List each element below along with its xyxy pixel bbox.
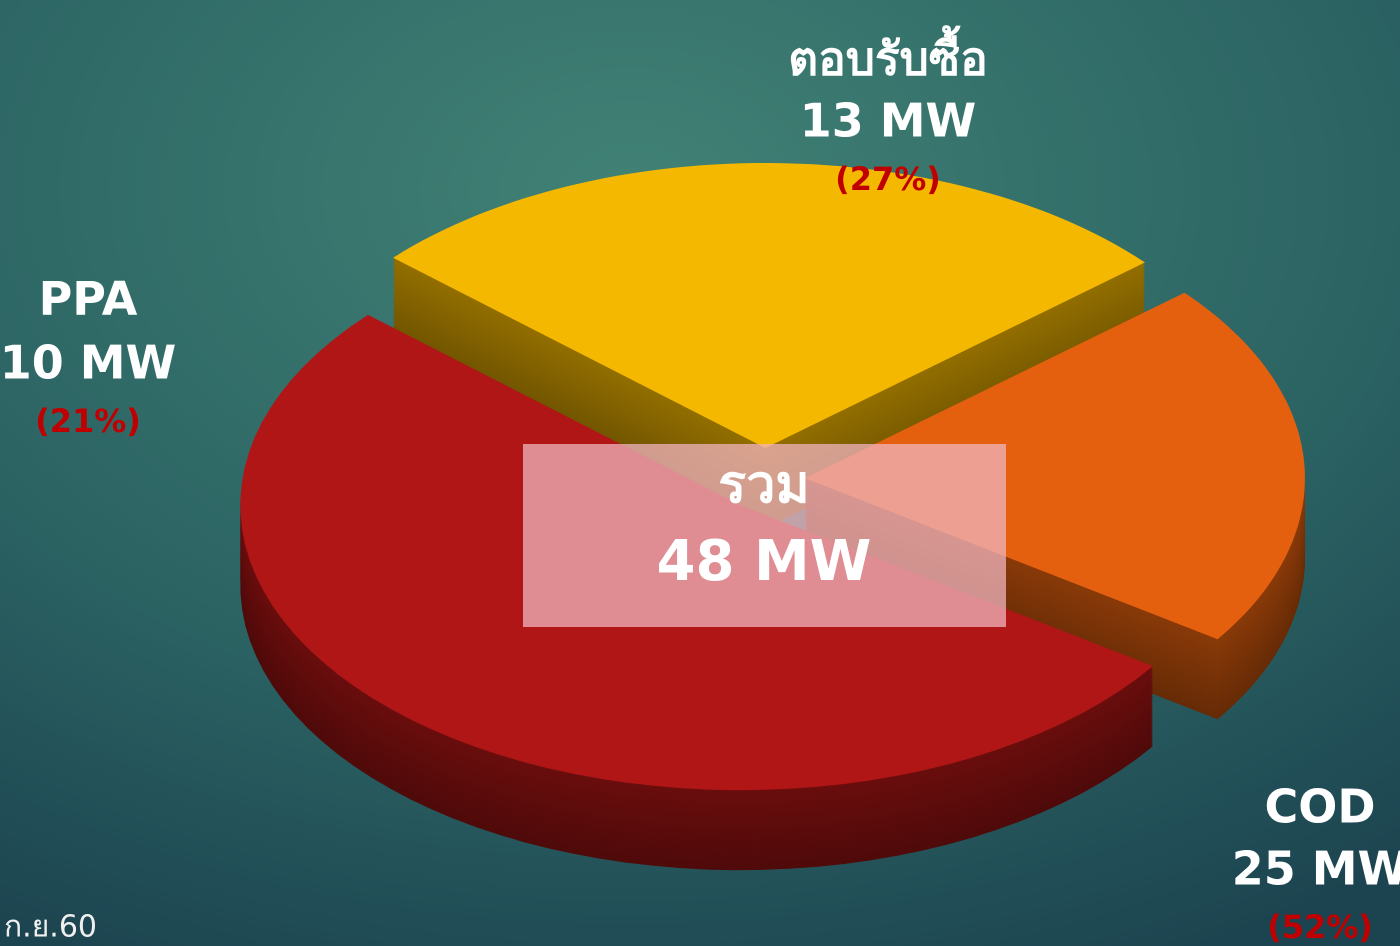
percent-label: (52%) [1267,908,1373,946]
slice [804,292,1305,640]
category-label: PPA [39,272,138,326]
percent-label: (27%) [835,160,941,198]
total-box [523,444,1006,627]
percent-label: (21%) [35,402,141,440]
slice [393,163,1145,449]
footnote: ก.ย.60 [4,910,97,945]
total-title: รวม [718,455,809,515]
total-label: 48 MW [657,529,872,594]
category-label: ตอบรับซื้อ [788,25,987,86]
value-label: 10 MW [0,336,176,390]
value-label: 13 MW [800,94,977,148]
category-label: COD [1264,780,1375,834]
value-label: 25 MW [1232,842,1400,896]
